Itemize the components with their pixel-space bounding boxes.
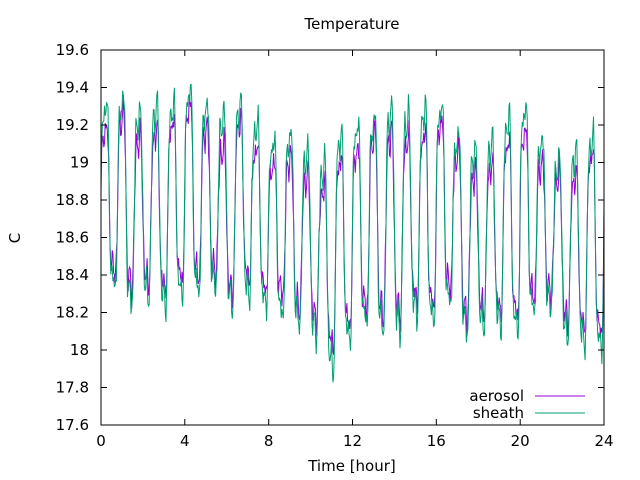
x-tick-label: 20 (511, 432, 530, 450)
series-line-sheath (100, 83, 605, 383)
y-tick-label: 17.8 (56, 379, 89, 397)
x-tick-label: 16 (427, 432, 446, 450)
y-tick-label: 19.4 (56, 79, 89, 97)
y-tick-label: 18.6 (56, 229, 89, 247)
x-tick-label: 24 (594, 432, 613, 450)
x-tick-label: 0 (96, 432, 106, 450)
y-tick-label: 19.6 (56, 41, 89, 59)
y-tick-label: 18 (70, 341, 89, 359)
legend-label-aerosol: aerosol (469, 387, 524, 405)
legend-label-sheath: sheath (473, 404, 524, 422)
x-tick-label: 12 (343, 432, 362, 450)
series-layer (100, 83, 605, 383)
y-tick-label: 17.6 (56, 416, 89, 434)
y-tick-label: 18.4 (56, 266, 89, 284)
y-tick-label: 18.2 (56, 304, 89, 322)
x-tick-label: 8 (264, 432, 274, 450)
x-axis-label: Time [hour] (307, 457, 396, 475)
y-tick-label: 19 (70, 154, 89, 172)
chart-title: Temperature (303, 15, 399, 33)
x-tick-label: 4 (180, 432, 190, 450)
ticks-layer: 0 4 8 12 16 20 24 17.6 17.8 18 18.2 18.4 18.6 18.8 19 1… (56, 41, 614, 450)
y-tick-label: 19.2 (56, 116, 89, 134)
y-tick-label: 18.8 (56, 191, 89, 209)
y-axis-label: C (6, 233, 24, 243)
